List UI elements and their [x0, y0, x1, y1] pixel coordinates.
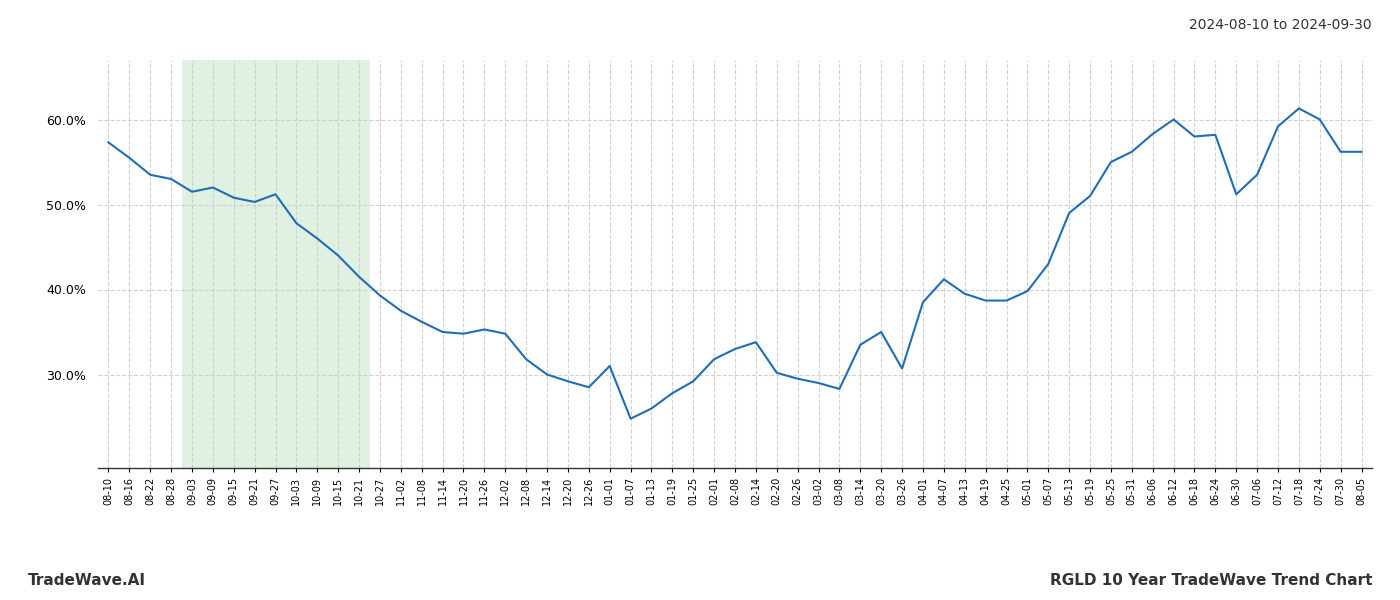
Bar [182, 60, 370, 468]
Text: TradeWave.AI: TradeWave.AI [28, 573, 146, 588]
Text: 2024-08-10 to 2024-09-30: 2024-08-10 to 2024-09-30 [1190, 18, 1372, 32]
Text: RGLD 10 Year TradeWave Trend Chart: RGLD 10 Year TradeWave Trend Chart [1050, 573, 1372, 588]
